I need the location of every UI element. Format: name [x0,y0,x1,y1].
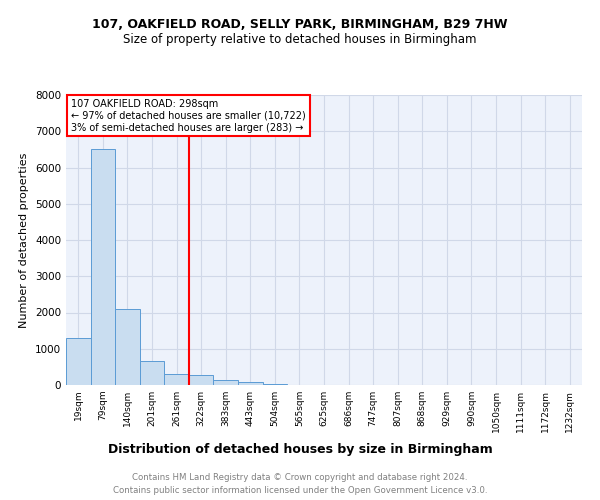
Bar [263,384,287,385]
Text: Contains HM Land Registry data © Crown copyright and database right 2024.: Contains HM Land Registry data © Crown c… [132,472,468,482]
Bar [140,362,164,385]
Text: Contains public sector information licensed under the Open Government Licence v3: Contains public sector information licen… [113,486,487,495]
Bar [66,338,91,385]
Text: 107 OAKFIELD ROAD: 298sqm
← 97% of detached houses are smaller (10,722)
3% of se: 107 OAKFIELD ROAD: 298sqm ← 97% of detac… [71,100,306,132]
Text: Size of property relative to detached houses in Birmingham: Size of property relative to detached ho… [123,32,477,46]
Bar [164,374,189,385]
Y-axis label: Number of detached properties: Number of detached properties [19,152,29,328]
Bar [214,380,238,385]
Text: Distribution of detached houses by size in Birmingham: Distribution of detached houses by size … [107,442,493,456]
Bar [115,309,140,385]
Bar [91,150,115,385]
Bar [238,382,263,385]
Bar [189,375,214,385]
Text: 107, OAKFIELD ROAD, SELLY PARK, BIRMINGHAM, B29 7HW: 107, OAKFIELD ROAD, SELLY PARK, BIRMINGH… [92,18,508,30]
